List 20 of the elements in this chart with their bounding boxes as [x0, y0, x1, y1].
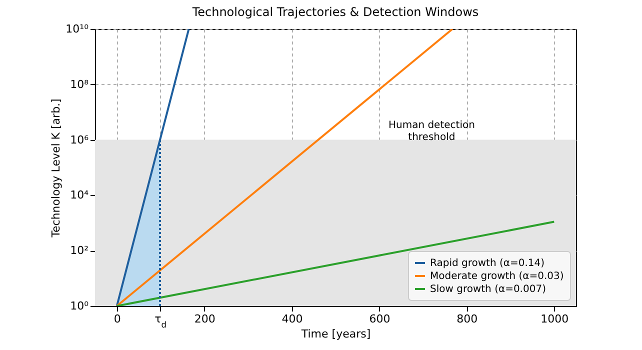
y-tick-label: 10⁴: [70, 188, 90, 202]
band-label: Human detection threshold: [388, 120, 475, 143]
x-tick-label: 400: [282, 312, 303, 326]
x-tick-label: 600: [369, 312, 390, 326]
legend-label: Moderate growth (α=0.03): [430, 271, 564, 282]
legend-label: Slow growth (α=0.007): [430, 284, 546, 295]
y-tick-label: 10¹⁰: [66, 22, 90, 36]
x-tick-label: 1000: [540, 312, 569, 326]
y-tick-label: 10²: [70, 244, 88, 258]
y-axis-title: Technology Level K [arb.]: [50, 98, 63, 238]
y-tick-label: 10⁶: [70, 133, 90, 146]
chart-title: Technological Trajectories & Detection Windows: [191, 5, 479, 19]
x-tick-label: 0: [114, 312, 121, 326]
x-tick-label: τ$_{d}$: [154, 312, 166, 330]
y-tick-label: 10⁰: [70, 300, 90, 312]
y-tick-label: 10⁸: [70, 78, 90, 91]
x-tick-label: 800: [456, 312, 478, 326]
x-axis-title: Time [years]: [300, 328, 371, 340]
legend-label: Rapid growth (α=0.14): [430, 258, 545, 269]
x-tick-label: 200: [194, 312, 216, 326]
